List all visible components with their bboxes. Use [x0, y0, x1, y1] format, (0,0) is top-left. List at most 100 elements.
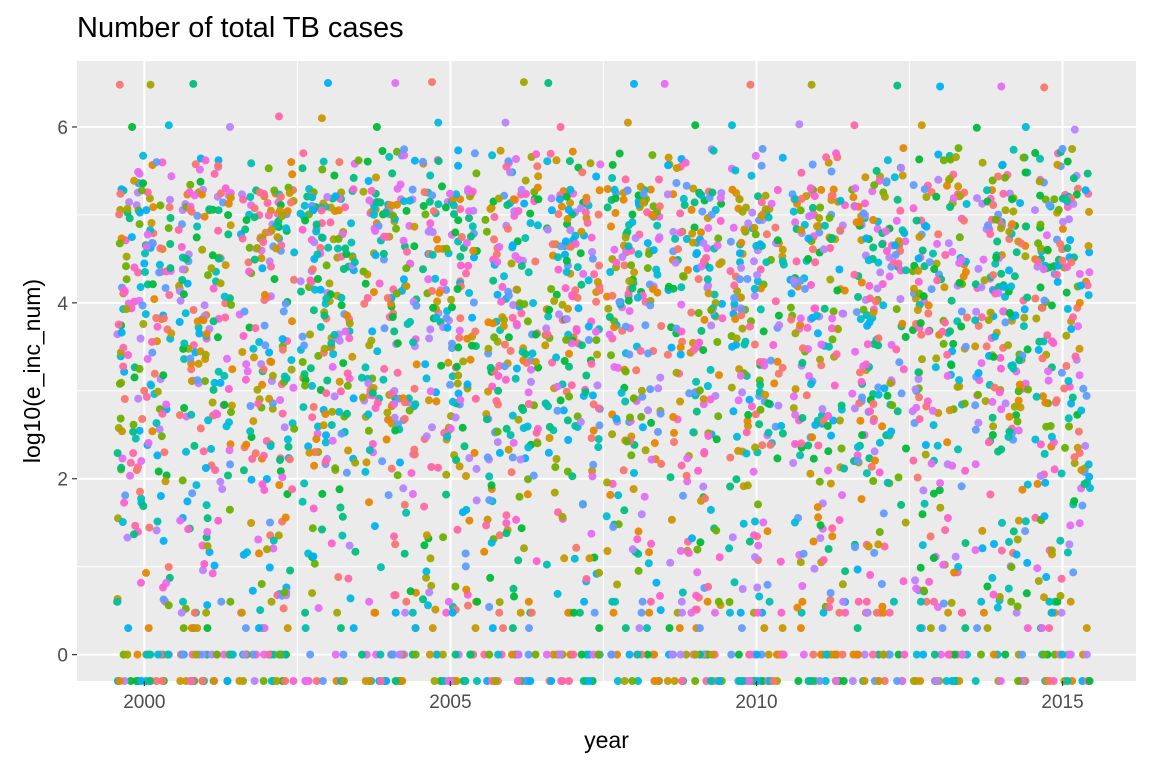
data-point	[916, 319, 925, 328]
data-point	[587, 359, 596, 368]
data-point	[1023, 624, 1032, 633]
data-point	[452, 190, 461, 199]
data-point	[1065, 215, 1073, 224]
data-point	[954, 445, 962, 454]
data-point	[376, 650, 385, 659]
data-point	[526, 219, 535, 228]
data-point	[365, 196, 374, 205]
data-point	[265, 348, 274, 357]
data-point	[196, 177, 205, 186]
data-point	[421, 210, 430, 219]
data-point	[573, 263, 582, 272]
data-point	[703, 597, 712, 606]
data-point	[857, 495, 866, 504]
data-point	[1012, 411, 1021, 420]
data-point	[313, 275, 322, 283]
data-point	[203, 528, 212, 536]
data-point	[196, 424, 205, 433]
data-point	[279, 604, 288, 613]
data-point	[161, 477, 170, 486]
data-point	[514, 207, 523, 215]
data-point	[126, 677, 135, 685]
data-point	[527, 365, 535, 374]
data-point	[914, 254, 923, 263]
data-point	[333, 244, 342, 253]
data-point	[796, 624, 805, 633]
data-point	[706, 677, 715, 685]
data-point	[345, 334, 354, 343]
data-point	[1057, 574, 1066, 583]
data-point	[1063, 197, 1072, 206]
data-point	[825, 213, 834, 222]
data-point	[709, 146, 718, 155]
data-point	[426, 171, 435, 180]
data-point	[552, 156, 561, 165]
data-point	[950, 568, 959, 577]
data-point	[953, 382, 962, 391]
data-point	[395, 650, 404, 659]
data-point	[424, 396, 433, 405]
data-point	[264, 164, 273, 173]
data-point	[1031, 206, 1039, 215]
data-point	[422, 531, 431, 540]
data-point	[808, 203, 817, 212]
data-point	[909, 204, 918, 213]
data-point	[825, 603, 834, 612]
data-point	[595, 624, 604, 633]
data-point	[567, 381, 576, 390]
data-point	[272, 244, 281, 253]
data-point	[426, 554, 435, 563]
data-point	[812, 311, 821, 320]
data-point	[974, 418, 983, 427]
data-point	[886, 379, 895, 388]
data-point	[816, 521, 825, 530]
data-point	[322, 431, 330, 440]
data-point	[866, 571, 875, 579]
data-point	[507, 259, 516, 268]
data-point	[850, 404, 859, 413]
data-point	[318, 165, 327, 174]
data-point	[729, 223, 738, 232]
data-point	[143, 230, 152, 239]
data-point	[917, 121, 926, 130]
data-point	[648, 151, 657, 160]
data-point	[369, 288, 378, 297]
data-point	[753, 277, 762, 286]
data-point	[756, 405, 765, 414]
data-point	[703, 275, 712, 284]
data-point	[915, 393, 923, 402]
data-point	[345, 541, 354, 550]
data-point	[715, 553, 724, 562]
data-point	[817, 340, 826, 349]
data-point	[148, 337, 156, 346]
data-point	[963, 313, 971, 322]
data-point	[224, 471, 232, 480]
data-point	[442, 313, 451, 322]
data-point	[372, 198, 381, 207]
data-point	[789, 207, 798, 216]
data-point	[759, 327, 768, 336]
data-point	[771, 223, 780, 232]
data-point	[1010, 272, 1019, 281]
data-point	[744, 410, 753, 419]
data-point	[137, 578, 145, 587]
data-point	[628, 218, 637, 227]
data-point	[880, 384, 889, 393]
data-point	[259, 677, 268, 685]
data-point	[451, 650, 460, 659]
data-point	[382, 232, 391, 241]
data-point	[588, 254, 597, 263]
data-point	[221, 313, 230, 322]
data-point	[734, 396, 743, 405]
data-point	[939, 156, 948, 165]
data-point	[114, 424, 123, 432]
data-point	[146, 80, 155, 89]
data-point	[941, 526, 950, 535]
data-point	[200, 560, 209, 568]
data-point	[428, 250, 437, 259]
data-point	[918, 541, 927, 550]
data-point	[553, 589, 562, 598]
data-point	[1009, 145, 1018, 154]
data-point	[1074, 427, 1083, 436]
data-point	[152, 314, 161, 322]
